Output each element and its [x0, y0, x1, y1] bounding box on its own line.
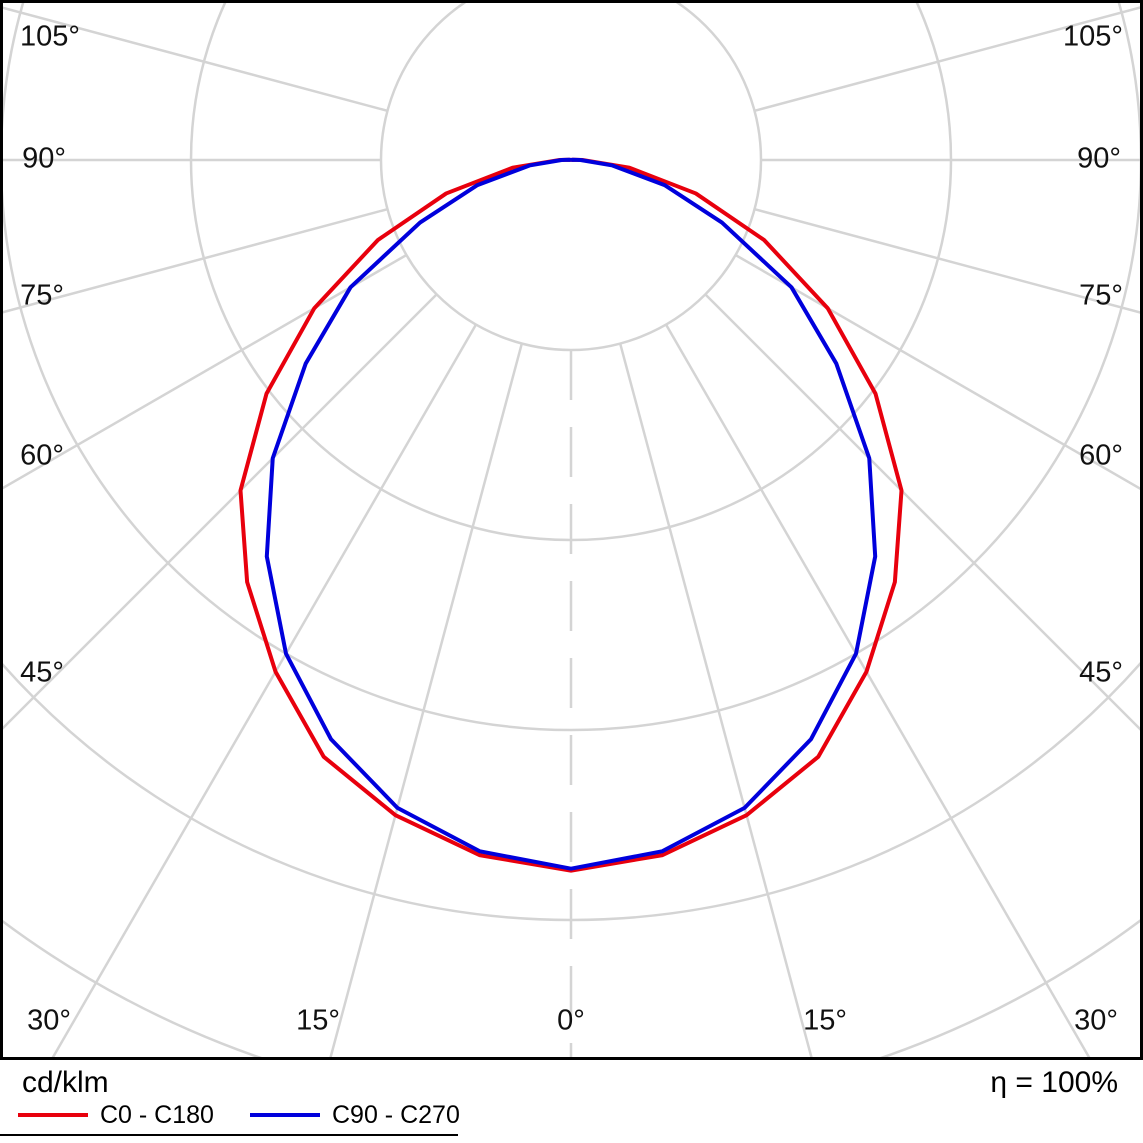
grid-spoke	[618, 343, 813, 1057]
grid-spoke	[3, 253, 408, 490]
polar-plot-area: 105° 105° 90° 90° 75° 75° 60° 60° 45° 45° 30° 15° 0°…	[0, 0, 1143, 1060]
grid-spoke	[734, 253, 1140, 490]
unit-label: cd/klm	[22, 1066, 109, 1099]
legend-entry-c0-c180: C0 - C180	[18, 1100, 238, 1130]
angle-label: 30°	[1074, 1004, 1118, 1037]
grid-ring	[3, 3, 1140, 732]
legend-line-c0-c180	[18, 1113, 88, 1117]
legend-entry-c90-c270: C90 - C270	[250, 1100, 480, 1130]
legend-label-c0-c180: C0 - C180	[100, 1101, 214, 1129]
legend-underline	[0, 1134, 458, 1136]
angle-label: 15°	[296, 1004, 340, 1037]
angle-label: 60°	[1079, 439, 1123, 472]
angle-label: 105°	[1063, 20, 1123, 53]
angle-label: 45°	[20, 656, 64, 689]
angle-label: 15°	[803, 1004, 847, 1037]
angle-label: 0°	[557, 1004, 585, 1037]
angle-label: 75°	[20, 279, 64, 312]
grid-ring	[379, 3, 763, 352]
angle-label: 60°	[20, 439, 64, 472]
grid-spoke	[754, 207, 1140, 314]
grid-spoke	[664, 323, 1091, 1057]
grid-spoke	[51, 323, 478, 1057]
curve-C90-C270	[264, 157, 878, 871]
grid-spoke	[329, 343, 524, 1057]
polar-chart-canvas	[3, 3, 1140, 1057]
grid-spoke	[3, 293, 438, 730]
grid-spoke	[754, 6, 1140, 113]
footer: cd/klm η = 100% C0 - C180 C90 - C270	[0, 1060, 1143, 1143]
angle-label: 105°	[20, 20, 80, 53]
angle-label: 75°	[1079, 279, 1123, 312]
efficiency-label: η = 100%	[990, 1066, 1118, 1099]
legend-line-c90-c270	[250, 1113, 320, 1117]
legend-label-c90-c270: C90 - C270	[332, 1101, 460, 1129]
angle-label: 45°	[1079, 656, 1123, 689]
angle-label: 30°	[27, 1004, 71, 1037]
angle-label: 90°	[1077, 142, 1121, 175]
grid-spoke	[704, 293, 1140, 731]
angle-label: 90°	[22, 142, 66, 175]
grid-spoke	[3, 6, 388, 113]
grid-spoke	[3, 207, 388, 314]
